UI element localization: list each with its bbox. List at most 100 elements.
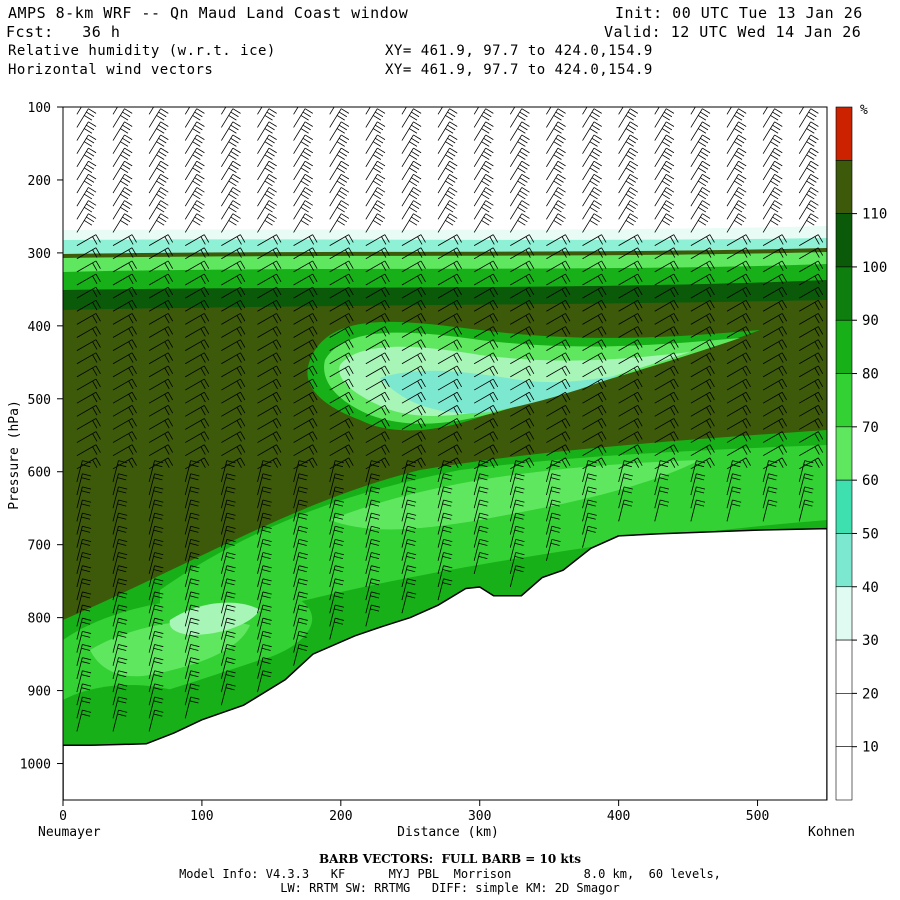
wind-barb bbox=[257, 418, 282, 430]
wind-barb bbox=[220, 670, 236, 693]
wind-barb bbox=[76, 617, 92, 640]
wind-barb bbox=[148, 552, 164, 574]
wind-barb bbox=[148, 134, 169, 154]
wind-barb bbox=[473, 486, 489, 509]
wind-barb bbox=[546, 234, 571, 246]
wind-barb bbox=[654, 234, 679, 246]
wind-barb bbox=[582, 134, 602, 154]
wind-barb bbox=[257, 365, 282, 378]
wind-barb bbox=[546, 339, 571, 351]
wind-barb bbox=[437, 108, 458, 128]
wind-barb bbox=[112, 630, 128, 653]
wind-barb bbox=[582, 121, 602, 141]
wind-barb bbox=[257, 525, 272, 548]
y-axis: 100 200 300 400 500 600 700 800 900 1000 bbox=[20, 101, 63, 773]
wind-barb bbox=[473, 473, 489, 496]
wind-barb bbox=[329, 539, 344, 561]
wind-barb bbox=[185, 352, 210, 365]
wind-barb bbox=[220, 499, 236, 522]
wind-barb bbox=[510, 378, 535, 391]
wind-barb bbox=[762, 365, 788, 378]
wind-barb bbox=[257, 352, 282, 365]
wind-barb bbox=[798, 200, 819, 220]
wind-barb bbox=[184, 657, 200, 680]
wind-barb bbox=[257, 134, 277, 154]
wind-barb bbox=[112, 552, 128, 574]
wind-barb bbox=[618, 121, 639, 141]
colorbar-tick-label: 40 bbox=[862, 580, 879, 596]
wind-barb bbox=[221, 107, 237, 115]
wind-barb bbox=[401, 473, 417, 496]
wind-barb bbox=[654, 313, 679, 325]
wind-barb bbox=[509, 473, 525, 496]
wind-barb bbox=[329, 525, 344, 548]
wind-barb bbox=[76, 313, 101, 325]
wind-barb bbox=[618, 313, 643, 325]
wind-barb bbox=[546, 326, 571, 338]
wind-barb bbox=[690, 121, 711, 141]
wind-barb bbox=[509, 134, 530, 154]
wind-barb bbox=[726, 299, 751, 312]
wind-barb bbox=[762, 457, 788, 470]
wind-barb bbox=[293, 457, 318, 470]
wind-barb bbox=[473, 444, 499, 457]
wind-barb bbox=[726, 234, 751, 246]
wind-barb bbox=[220, 473, 236, 496]
wind-barb bbox=[799, 365, 824, 378]
wind-barb bbox=[473, 378, 499, 391]
wind-barb bbox=[293, 552, 308, 574]
wind-barb bbox=[257, 473, 272, 496]
wind-barb bbox=[510, 431, 535, 443]
wind-barb bbox=[437, 578, 453, 601]
wind-barb bbox=[257, 578, 272, 601]
wind-barb bbox=[401, 326, 426, 338]
wind-barb bbox=[148, 539, 164, 561]
wind-barb bbox=[762, 286, 788, 299]
wind-barb bbox=[257, 552, 272, 574]
wind-barb bbox=[365, 486, 381, 509]
wind-barb bbox=[112, 247, 137, 260]
wind-barb bbox=[618, 247, 643, 260]
wind-barb bbox=[293, 591, 308, 614]
field-label-wind: Horizontal wind vectors bbox=[8, 62, 214, 78]
wind-barb bbox=[546, 134, 566, 154]
wind-barb bbox=[76, 709, 92, 732]
wind-barb bbox=[148, 107, 165, 115]
wind-barb bbox=[293, 444, 318, 457]
wind-barb bbox=[293, 539, 308, 561]
wind-barb bbox=[184, 473, 200, 496]
wind-barb bbox=[618, 457, 643, 470]
wind-barb bbox=[329, 200, 350, 220]
wind-barb bbox=[220, 539, 236, 561]
wind-barb bbox=[184, 486, 200, 509]
wind-barb bbox=[690, 107, 706, 115]
wind-barb bbox=[365, 108, 386, 128]
wind-barb bbox=[437, 499, 453, 522]
wind-barb bbox=[112, 173, 133, 194]
colorbar-tick-label: 30 bbox=[862, 633, 879, 649]
wind-barb bbox=[112, 604, 128, 627]
wind-barb bbox=[690, 173, 711, 194]
wind-barb bbox=[799, 352, 824, 365]
colorbar-tick-label: 80 bbox=[862, 367, 879, 383]
wind-barb bbox=[148, 273, 174, 286]
wind-barb bbox=[185, 260, 210, 273]
wind-barb bbox=[185, 405, 210, 417]
wind-barb bbox=[690, 234, 715, 246]
wind-barb bbox=[221, 187, 241, 207]
wind-barb bbox=[582, 339, 607, 351]
wind-barb bbox=[365, 260, 390, 273]
wind-barb bbox=[690, 418, 715, 430]
wind-barb bbox=[329, 405, 354, 417]
wind-barb bbox=[112, 313, 137, 325]
wind-barb bbox=[546, 187, 566, 207]
wind-barb bbox=[184, 499, 200, 522]
wind-barb bbox=[365, 539, 381, 561]
wind-barb bbox=[582, 378, 607, 391]
wind-barb bbox=[726, 499, 742, 522]
wind-barb bbox=[654, 273, 679, 286]
wind-barb bbox=[437, 525, 453, 548]
wind-barb bbox=[221, 365, 246, 378]
wind-barb bbox=[401, 405, 426, 417]
wind-barb bbox=[726, 418, 751, 430]
